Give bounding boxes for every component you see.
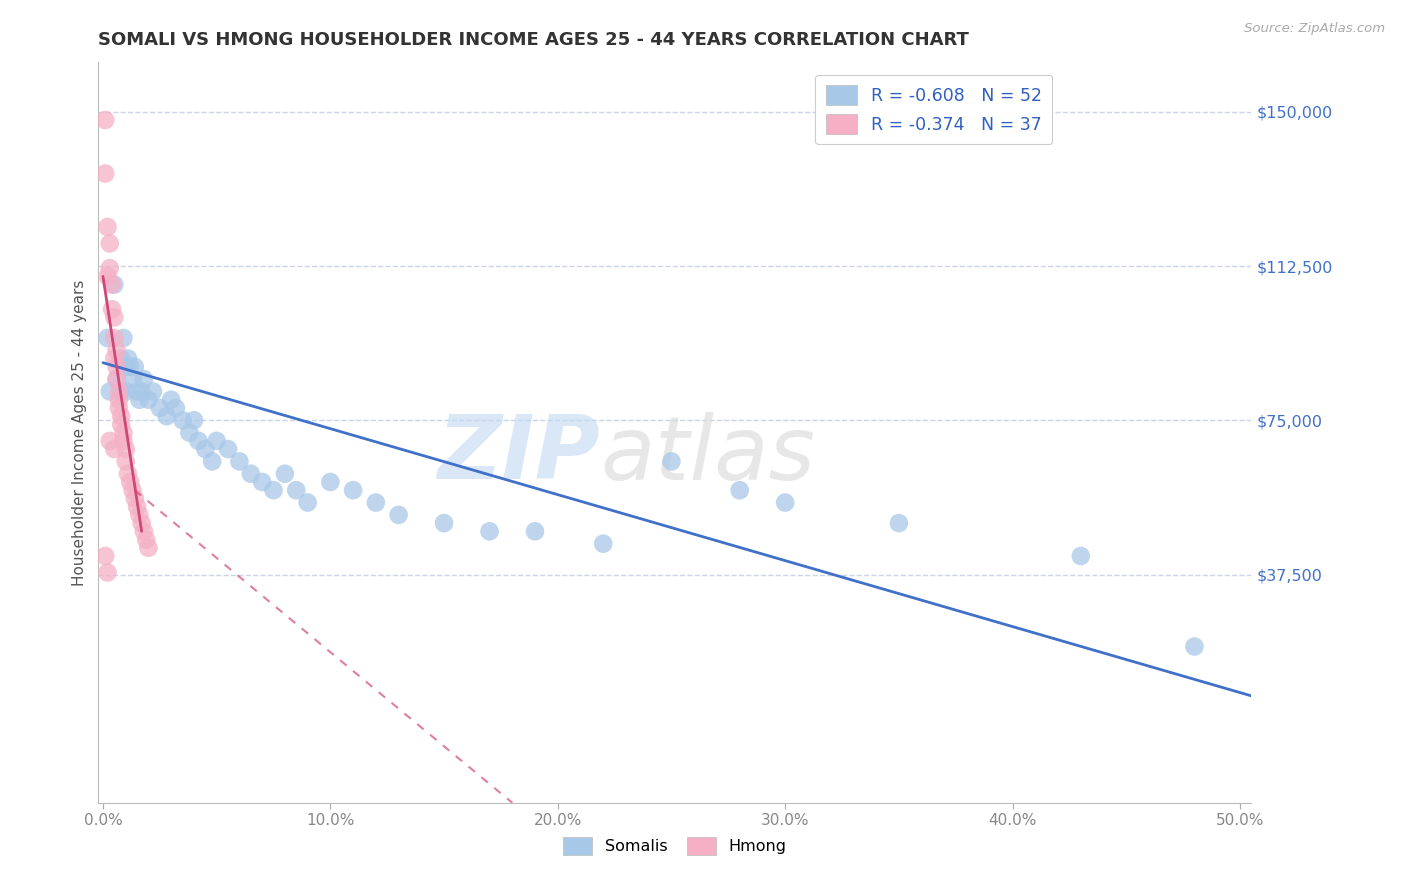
Point: [297, 495, 319, 509]
Point: [364, 495, 387, 509]
Point: [105, 359, 128, 374]
Point: [179, 425, 201, 440]
Point: [478, 524, 501, 539]
Point: [132, 524, 155, 539]
Text: Source: ZipAtlas.com: Source: ZipAtlas.com: [1244, 22, 1385, 36]
Point: [103, 331, 125, 345]
Point: [96, 219, 118, 234]
Point: [131, 516, 153, 530]
Point: [128, 508, 150, 522]
Point: [120, 475, 142, 489]
Point: [149, 401, 172, 415]
Point: [98, 236, 121, 251]
Point: [228, 454, 250, 468]
Point: [112, 434, 135, 448]
Point: [142, 384, 165, 399]
Point: [285, 483, 308, 498]
Text: atlas: atlas: [600, 412, 815, 498]
Legend: Somalis, Hmong: Somalis, Hmong: [557, 830, 793, 862]
Point: [121, 372, 143, 386]
Point: [172, 413, 194, 427]
Point: [661, 454, 683, 468]
Point: [117, 351, 139, 366]
Point: [101, 302, 124, 317]
Point: [887, 516, 910, 530]
Point: [263, 483, 285, 498]
Point: [98, 434, 121, 448]
Point: [135, 533, 157, 547]
Point: [131, 384, 153, 399]
Point: [205, 434, 228, 448]
Point: [103, 310, 125, 325]
Point: [112, 425, 135, 440]
Point: [1184, 640, 1206, 654]
Point: [108, 401, 131, 415]
Point: [101, 277, 124, 292]
Point: [433, 516, 456, 530]
Point: [98, 261, 121, 276]
Point: [165, 401, 187, 415]
Point: [183, 413, 205, 427]
Point: [105, 372, 128, 386]
Point: [319, 475, 342, 489]
Text: SOMALI VS HMONG HOUSEHOLDER INCOME AGES 25 - 44 YEARS CORRELATION CHART: SOMALI VS HMONG HOUSEHOLDER INCOME AGES …: [98, 31, 969, 49]
Point: [117, 467, 139, 481]
Point: [138, 392, 160, 407]
Point: [121, 483, 143, 498]
Point: [387, 508, 409, 522]
Point: [110, 384, 132, 399]
Point: [187, 434, 209, 448]
Point: [110, 417, 132, 432]
Point: [524, 524, 547, 539]
Point: [94, 166, 117, 180]
Point: [728, 483, 751, 498]
Point: [138, 541, 160, 555]
Point: [108, 392, 131, 407]
Point: [114, 454, 136, 468]
Point: [114, 442, 136, 456]
Point: [274, 467, 297, 481]
Point: [342, 483, 364, 498]
Point: [124, 359, 146, 374]
Point: [112, 331, 135, 345]
Point: [108, 384, 131, 399]
Point: [94, 113, 117, 128]
Point: [132, 372, 155, 386]
Text: ZIP: ZIP: [437, 411, 600, 499]
Point: [110, 409, 132, 424]
Point: [124, 491, 146, 506]
Point: [103, 277, 125, 292]
Point: [217, 442, 239, 456]
Point: [103, 442, 125, 456]
Point: [194, 442, 217, 456]
Point: [114, 384, 136, 399]
Point: [94, 549, 117, 563]
Point: [96, 331, 118, 345]
Point: [105, 343, 128, 358]
Point: [239, 467, 262, 481]
Point: [201, 454, 224, 468]
Point: [125, 384, 148, 399]
Point: [120, 359, 142, 374]
Point: [98, 384, 121, 399]
Point: [250, 475, 273, 489]
Point: [110, 351, 132, 366]
Point: [125, 500, 148, 514]
Point: [160, 392, 183, 407]
Point: [773, 495, 796, 509]
Point: [96, 269, 118, 284]
Point: [128, 392, 150, 407]
Point: [103, 351, 125, 366]
Y-axis label: Householder Income Ages 25 - 44 years: Householder Income Ages 25 - 44 years: [72, 279, 87, 586]
Point: [1070, 549, 1092, 563]
Point: [156, 409, 179, 424]
Point: [592, 536, 614, 550]
Point: [96, 566, 118, 580]
Point: [114, 359, 136, 374]
Point: [105, 372, 128, 386]
